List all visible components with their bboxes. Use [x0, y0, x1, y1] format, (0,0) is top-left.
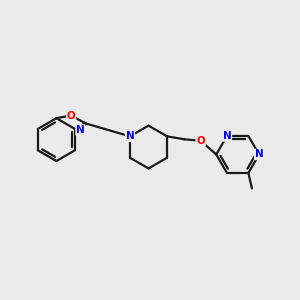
- Text: N: N: [126, 131, 134, 141]
- Text: N: N: [76, 125, 85, 135]
- Text: N: N: [255, 149, 263, 160]
- Text: N: N: [223, 131, 231, 141]
- Text: O: O: [196, 136, 205, 146]
- Text: O: O: [67, 110, 76, 121]
